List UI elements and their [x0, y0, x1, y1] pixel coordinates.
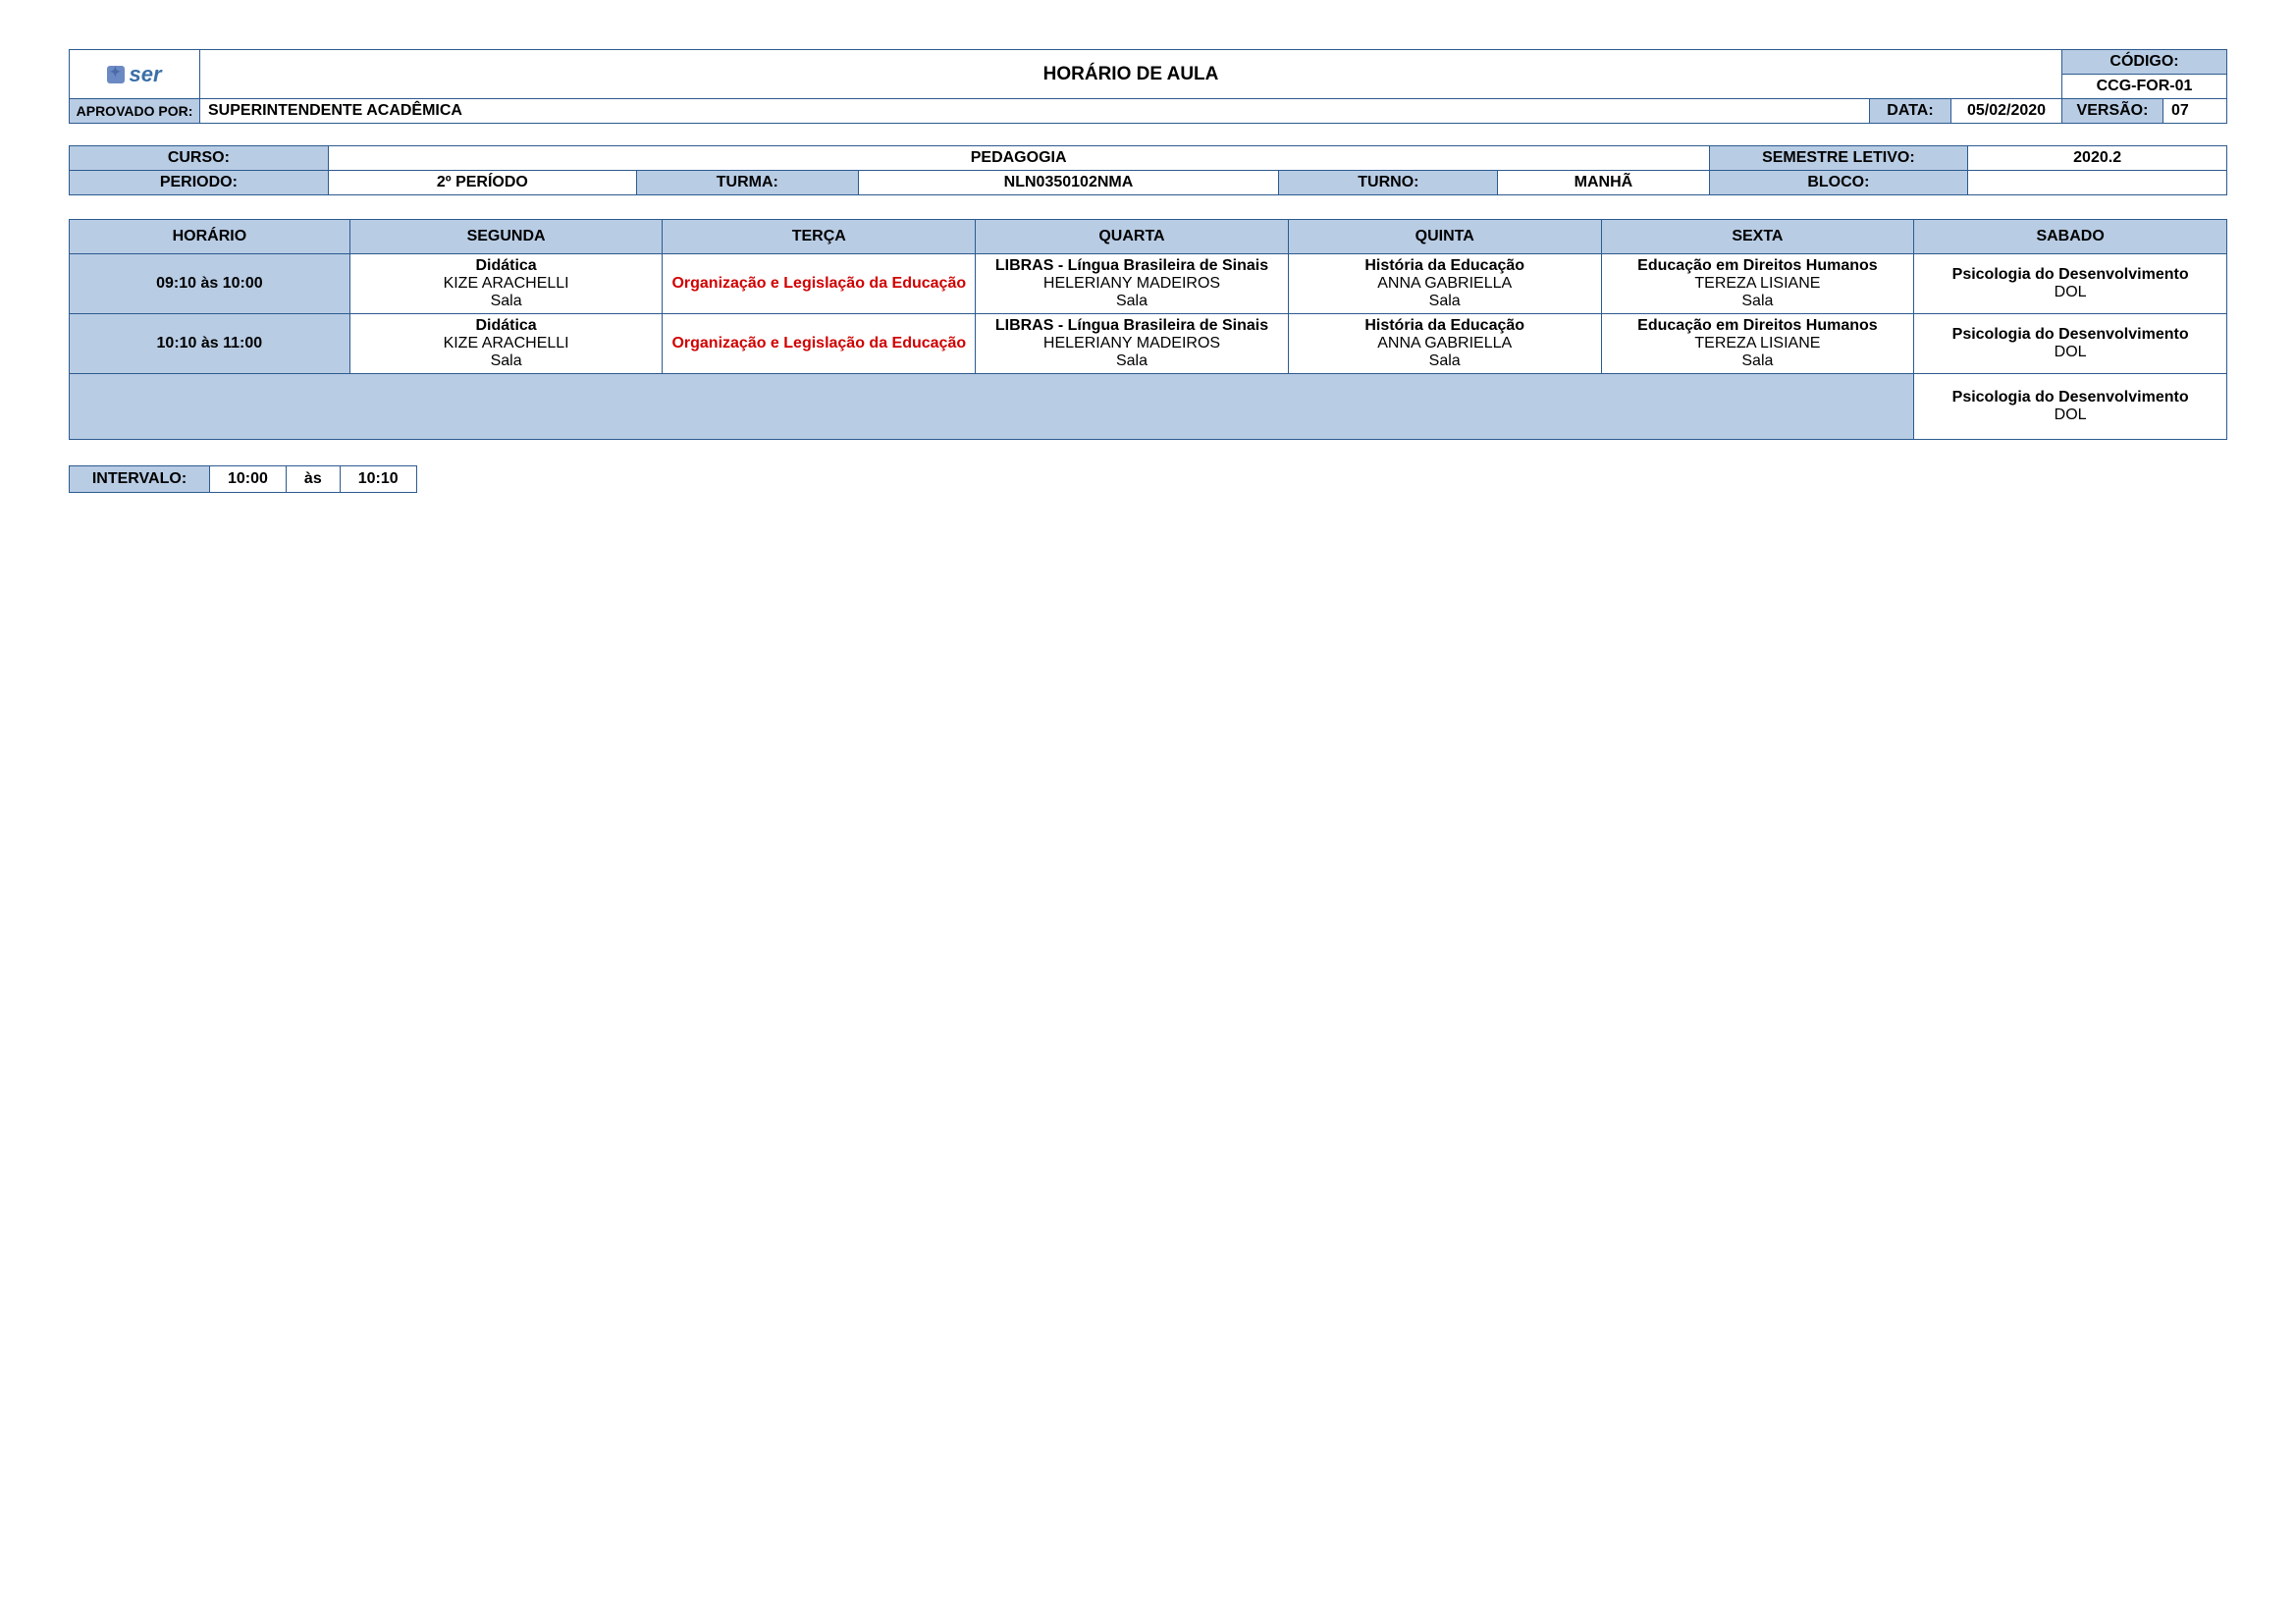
blank-span [70, 374, 1914, 440]
meta-table: CURSO: PEDAGOGIA SEMESTRE LETIVO: 2020.2… [69, 145, 2227, 195]
versao-value: 07 [2163, 99, 2227, 124]
teacher-text: KIZE ARACHELLI [356, 335, 657, 352]
subject-text: História da Educação [1295, 257, 1595, 275]
teacher-text: ANNA GABRIELLA [1295, 275, 1595, 293]
subject-text: LIBRAS - Língua Brasileira de Sinais [982, 257, 1282, 275]
schedule-col-terça: TERÇA [663, 220, 976, 254]
subject-text: Didática [356, 317, 657, 335]
logo-icon [107, 66, 125, 83]
subject-text: LIBRAS - Língua Brasileira de Sinais [982, 317, 1282, 335]
schedule-col-segunda: SEGUNDA [349, 220, 663, 254]
schedule-cell: História da EducaçãoANNA GABRIELLASala [1288, 314, 1601, 374]
schedule-cell: Psicologia do DesenvolvimentoDOL [1914, 314, 2227, 374]
logo: ser [76, 59, 193, 90]
schedule-col-quarta: QUARTA [976, 220, 1289, 254]
subject-text: Organização e Legislação da Educação [668, 335, 969, 352]
schedule-cell: História da EducaçãoANNA GABRIELLASala [1288, 254, 1601, 314]
intervalo-sep: às [286, 466, 340, 493]
room-text: Sala [982, 293, 1282, 310]
room-text: Sala [356, 352, 657, 370]
schedule-col-sabado: SABADO [1914, 220, 2227, 254]
schedule-cell: Educação em Direitos HumanosTEREZA LISIA… [1601, 254, 1914, 314]
periodo-label: PERIODO: [70, 171, 329, 195]
subject-text: Psicologia do Desenvolvimento [1920, 389, 2220, 406]
curso-label: CURSO: [70, 146, 329, 171]
time-cell: 10:10 às 11:00 [70, 314, 350, 374]
header-table: ser HORÁRIO DE AULA CÓDIGO: CCG-FOR-01 A… [69, 49, 2227, 124]
teacher-text: ANNA GABRIELLA [1295, 335, 1595, 352]
semestre-value: 2020.2 [1968, 146, 2227, 171]
schedule-col-sexta: SEXTA [1601, 220, 1914, 254]
bloco-value [1968, 171, 2227, 195]
teacher-text: HELERIANY MADEIROS [982, 335, 1282, 352]
schedule-cell: LIBRAS - Língua Brasileira de SinaisHELE… [976, 254, 1289, 314]
page-title: HORÁRIO DE AULA [200, 50, 2062, 99]
teacher-text: TEREZA LISIANE [1608, 335, 1908, 352]
schedule-row-last: Psicologia do DesenvolvimentoDOL [70, 374, 2227, 440]
codigo-value: CCG-FOR-01 [2062, 75, 2227, 99]
semestre-label: SEMESTRE LETIVO: [1709, 146, 1968, 171]
codigo-label: CÓDIGO: [2062, 50, 2227, 75]
aprovado-value: SUPERINTENDENTE ACADÊMICA [200, 99, 1870, 124]
subject-text: Psicologia do Desenvolvimento [1920, 266, 2220, 284]
room-text: Sala [1608, 293, 1908, 310]
turma-label: TURMA: [636, 171, 858, 195]
curso-value: PEDAGOGIA [328, 146, 1709, 171]
subject-text: Didática [356, 257, 657, 275]
schedule-cell: DidáticaKIZE ARACHELLISala [349, 254, 663, 314]
room-text: Sala [1295, 352, 1595, 370]
intervalo-start: 10:00 [210, 466, 287, 493]
subject-text: Psicologia do Desenvolvimento [1920, 326, 2220, 344]
schedule-row: 10:10 às 11:00DidáticaKIZE ARACHELLISala… [70, 314, 2227, 374]
time-cell: 09:10 às 10:00 [70, 254, 350, 314]
logo-text: ser [129, 62, 161, 87]
schedule-cell: Organização e Legislação da Educação [663, 314, 976, 374]
schedule-header-row: HORÁRIOSEGUNDATERÇAQUARTAQUINTASEXTASABA… [70, 220, 2227, 254]
intervalo-label: INTERVALO: [70, 466, 210, 493]
subject-text: Educação em Direitos Humanos [1608, 317, 1908, 335]
turno-value: MANHÃ [1498, 171, 1709, 195]
teacher-text: TEREZA LISIANE [1608, 275, 1908, 293]
teacher-text: HELERIANY MADEIROS [982, 275, 1282, 293]
versao-label: VERSÃO: [2062, 99, 2163, 124]
aprovado-label: APROVADO POR: [70, 99, 200, 124]
schedule-cell: Psicologia do DesenvolvimentoDOL [1914, 374, 2227, 440]
schedule-cell: DidáticaKIZE ARACHELLISala [349, 314, 663, 374]
turma-value: NLN0350102NMA [858, 171, 1279, 195]
intervalo-end: 10:10 [340, 466, 416, 493]
data-value: 05/02/2020 [1951, 99, 2062, 124]
schedule-row: 09:10 às 10:00DidáticaKIZE ARACHELLISala… [70, 254, 2227, 314]
room-text: Sala [982, 352, 1282, 370]
intervalo-block: INTERVALO: 10:00 às 10:10 [69, 465, 2227, 493]
schedule-col-horário: HORÁRIO [70, 220, 350, 254]
room-text: Sala [356, 293, 657, 310]
room-text: Sala [1295, 293, 1595, 310]
schedule-table: HORÁRIOSEGUNDATERÇAQUARTAQUINTASEXTASABA… [69, 219, 2227, 440]
periodo-value: 2º PERÍODO [328, 171, 636, 195]
schedule-cell: Organização e Legislação da Educação [663, 254, 976, 314]
subject-text: Organização e Legislação da Educação [668, 275, 969, 293]
bloco-label: BLOCO: [1709, 171, 1968, 195]
teacher-text: DOL [1920, 344, 2220, 361]
data-label: DATA: [1870, 99, 1951, 124]
schedule-col-quinta: QUINTA [1288, 220, 1601, 254]
schedule-cell: Psicologia do DesenvolvimentoDOL [1914, 254, 2227, 314]
schedule-cell: LIBRAS - Língua Brasileira de SinaisHELE… [976, 314, 1289, 374]
teacher-text: DOL [1920, 284, 2220, 301]
subject-text: História da Educação [1295, 317, 1595, 335]
room-text: Sala [1608, 352, 1908, 370]
subject-text: Educação em Direitos Humanos [1608, 257, 1908, 275]
teacher-text: KIZE ARACHELLI [356, 275, 657, 293]
turno-label: TURNO: [1279, 171, 1498, 195]
logo-cell: ser [70, 50, 200, 99]
teacher-text: DOL [1920, 406, 2220, 424]
schedule-cell: Educação em Direitos HumanosTEREZA LISIA… [1601, 314, 1914, 374]
